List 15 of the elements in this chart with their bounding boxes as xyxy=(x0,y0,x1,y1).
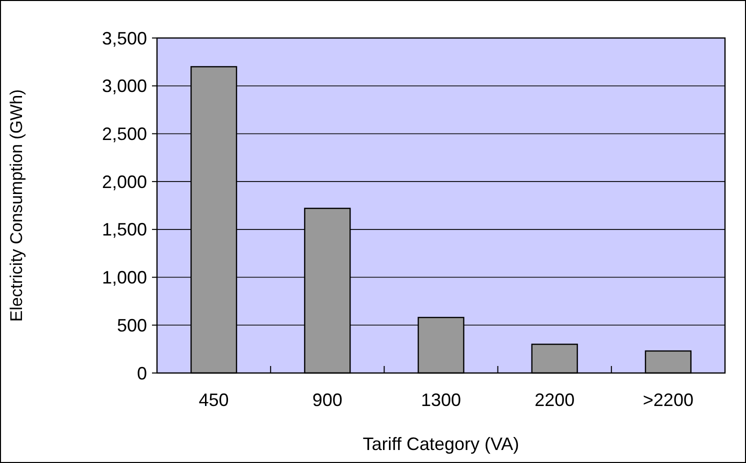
x-tick-label: >2200 xyxy=(642,390,694,410)
y-tick-label: 0 xyxy=(136,363,147,384)
x-tick-label: 2200 xyxy=(534,390,575,410)
x-tick-label: 900 xyxy=(312,390,342,410)
x-axis-title: Tariff Category (VA) xyxy=(362,434,520,454)
y-tick-label: 1,000 xyxy=(102,268,147,288)
y-tick-label: 2,500 xyxy=(102,124,147,144)
y-tick-label: 3,500 xyxy=(102,28,147,48)
y-tick-label: 500 xyxy=(116,315,147,336)
x-tick-label: 450 xyxy=(198,390,229,410)
y-tick-label: 3,000 xyxy=(102,76,147,96)
y-tick-label: 1,500 xyxy=(102,220,147,240)
x-tick-label: 1300 xyxy=(420,390,462,410)
y-axis-title: Electricity Consumption (GWh) xyxy=(7,89,26,322)
y-tick-label: 2,000 xyxy=(102,172,147,192)
